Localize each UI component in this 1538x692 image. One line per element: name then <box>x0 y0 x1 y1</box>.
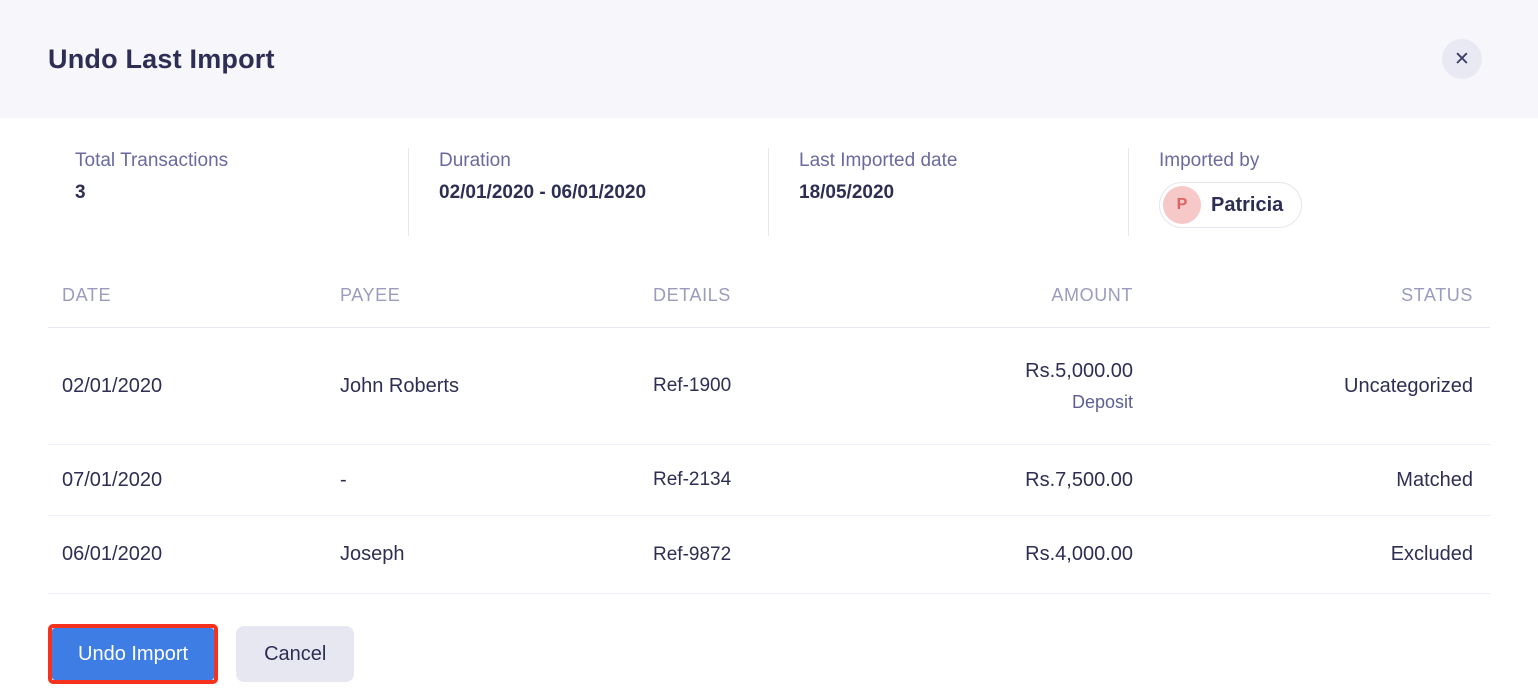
column-header-date: DATE <box>62 285 112 305</box>
summary-value: 18/05/2020 <box>799 182 895 203</box>
cell-amount: Rs.7,500.00 <box>1025 468 1133 491</box>
summary-duration: Duration 02/01/2020 - 06/01/2020 <box>408 148 768 236</box>
imported-by-user-name: Patricia <box>1211 193 1284 216</box>
modal-title: Undo Last Import <box>48 43 275 74</box>
avatar: P <box>1163 186 1201 224</box>
column-header-status: STATUS <box>1401 285 1473 305</box>
cell-date: 06/01/2020 <box>62 543 163 565</box>
close-icon: ✕ <box>1454 48 1470 70</box>
cell-status: Excluded <box>1390 543 1473 565</box>
amount-value: Rs.5,000.00 <box>1025 359 1133 382</box>
summary-label: Imported by <box>1159 150 1260 171</box>
cell-payee: - <box>340 468 347 491</box>
summary-imported-by: Imported by P Patricia <box>1128 148 1490 236</box>
click-highlight: Undo Import <box>48 624 219 684</box>
cancel-button[interactable]: Cancel <box>236 626 355 682</box>
cell-status: Uncategorized <box>1344 374 1473 397</box>
cell-details: Ref-1900 <box>653 375 732 396</box>
summary-label: Total Transactions <box>75 150 229 171</box>
table-row: 02/01/2020 John Roberts Ref-1900 Rs.5,00… <box>48 328 1490 445</box>
imported-by-user-chip: P Patricia <box>1159 182 1303 228</box>
cell-payee: Joseph <box>340 543 405 565</box>
column-header-payee: PAYEE <box>340 285 401 305</box>
import-summary: Total Transactions 3 Duration 02/01/2020… <box>0 148 1538 236</box>
column-header-details: DETAILS <box>653 285 731 305</box>
close-button[interactable]: ✕ <box>1442 39 1482 79</box>
cell-amount: Rs.4,000.00 <box>1025 543 1133 565</box>
cell-details: Ref-9872 <box>653 543 732 565</box>
cell-payee: John Roberts <box>340 374 459 397</box>
column-header-amount: AMOUNT <box>1051 285 1133 305</box>
cell-date: 02/01/2020 <box>62 374 163 397</box>
table-header-row: DATE PAYEE DETAILS AMOUNT STATUS <box>48 264 1490 328</box>
cell-details: Ref-2134 <box>653 469 732 490</box>
undo-import-button[interactable]: Undo Import <box>52 628 215 680</box>
summary-value: 3 <box>75 182 86 203</box>
table-row: 07/01/2020 - Ref-2134 Rs.7,500.00 Matche… <box>48 445 1490 516</box>
transactions-table: DATE PAYEE DETAILS AMOUNT STATUS 02/01/2… <box>48 264 1490 594</box>
summary-value: 02/01/2020 - 06/01/2020 <box>439 182 647 203</box>
cell-date: 07/01/2020 <box>62 468 163 491</box>
cell-amount: Rs.5,000.00 Deposit <box>891 360 1133 413</box>
summary-label: Duration <box>439 150 511 171</box>
table-row: 06/01/2020 Joseph Ref-9872 Rs.4,000.00 E… <box>48 516 1490 594</box>
amount-type-label: Deposit <box>1071 391 1133 412</box>
modal-footer: Undo Import Cancel <box>0 624 1538 684</box>
summary-label: Last Imported date <box>799 150 958 171</box>
modal-header: Undo Last Import ✕ <box>0 0 1538 118</box>
cell-status: Matched <box>1396 468 1473 491</box>
summary-total-transactions: Total Transactions 3 <box>48 148 408 236</box>
summary-last-imported-date: Last Imported date 18/05/2020 <box>768 148 1128 236</box>
